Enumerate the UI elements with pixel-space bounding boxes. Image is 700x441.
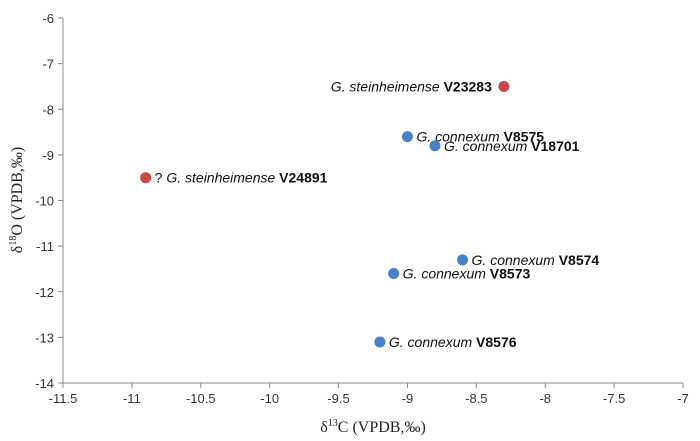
x-tick-label: -11 (123, 391, 141, 406)
point-label: G. connexum V8574 (472, 252, 600, 268)
x-tick-label: -8.5 (465, 391, 487, 406)
y-tick-label: -7 (42, 57, 54, 72)
species-name: G. steinheimense (166, 170, 275, 186)
point-label: G. connexum V8573 (403, 266, 531, 282)
species-name: G. connexum (472, 252, 556, 268)
point-label: G. connexum V8576 (389, 334, 517, 350)
x-axis-title: δ13C (VPDB,‰) (320, 418, 426, 436)
label-prefix: ? (155, 170, 167, 186)
data-point (374, 336, 386, 348)
data-point (457, 254, 469, 266)
y-tick-label: -11 (36, 239, 54, 254)
y-tick-label: -8 (42, 102, 54, 117)
x-tick-label: -11.5 (49, 391, 78, 406)
x-tick-label: -7.5 (603, 391, 625, 406)
data-point (401, 131, 413, 143)
y-tick-label: -6 (42, 11, 54, 26)
data-point (429, 140, 441, 152)
point-label: G. connexum V18701 (444, 138, 580, 154)
x-tick-label: -9.5 (327, 391, 349, 406)
point-label: G. connexum V8575 (416, 129, 544, 145)
species-name: G. connexum (403, 266, 487, 282)
x-tick-label: -8 (539, 391, 551, 406)
y-tick-label: -13 (35, 330, 54, 345)
y-tick-label: -14 (35, 376, 54, 391)
data-point (498, 80, 510, 92)
specimen-id: V8576 (472, 334, 517, 350)
specimen-id: V24891 (275, 170, 327, 186)
x-tick-label: -10 (260, 391, 279, 406)
species-name: G. steinheimense (331, 78, 440, 94)
y-axis-title: δ18O (VPDB,‰) (8, 147, 26, 253)
x-tick-label: -7 (677, 391, 689, 406)
specimen-id: V8574 (555, 252, 600, 268)
x-tick-label: -10.5 (186, 391, 216, 406)
y-tick-label: -10 (35, 194, 54, 209)
data-point (388, 268, 400, 279)
point-label: ? G. steinheimense V24891 (155, 170, 328, 186)
specimen-id: V23283 (440, 78, 492, 94)
specimen-id: V8573 (486, 266, 531, 282)
y-tick-label: -12 (35, 285, 54, 300)
x-tick-label: -9 (402, 391, 414, 406)
species-name: G. connexum (416, 129, 500, 145)
species-name: G. connexum (444, 138, 528, 154)
y-tick-label: -9 (42, 148, 54, 163)
species-name: G. connexum (389, 334, 473, 350)
data-point (140, 172, 152, 184)
specimen-id: V18701 (527, 138, 579, 154)
point-label: G. steinheimense V23283 (331, 78, 492, 94)
specimen-id: V8575 (500, 129, 545, 145)
